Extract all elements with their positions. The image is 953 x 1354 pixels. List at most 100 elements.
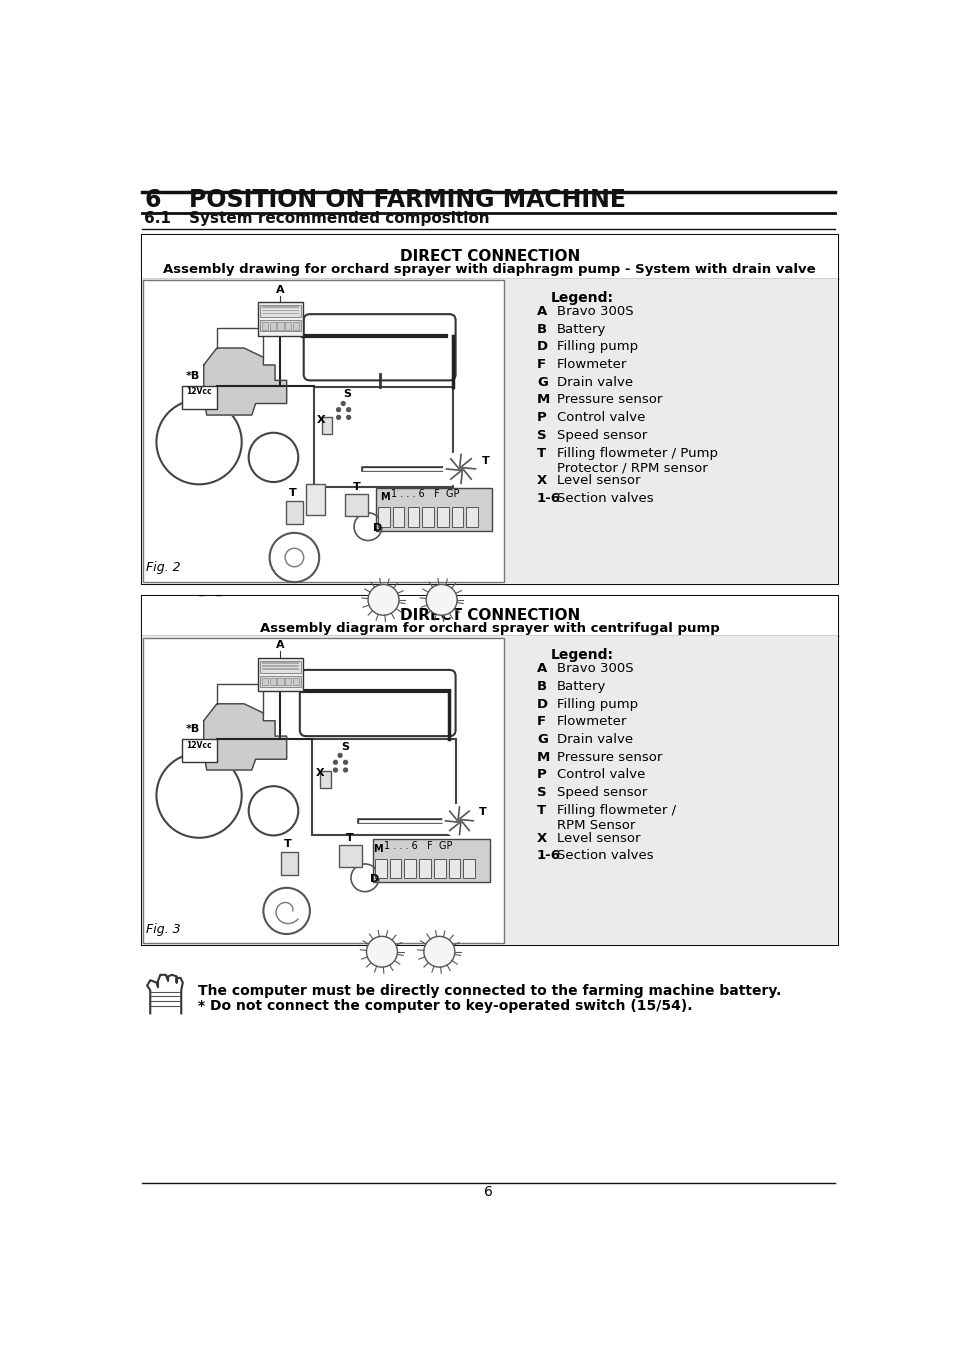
Text: Level sensor: Level sensor [557,474,640,487]
Polygon shape [204,348,286,416]
Text: F: F [537,357,545,371]
Bar [270,677,275,685]
Bar [277,677,283,685]
Text: A: A [275,284,284,295]
Text: DIRECT CONNECTION: DIRECT CONNECTION [399,608,579,623]
Circle shape [456,819,461,823]
FancyBboxPatch shape [299,670,456,737]
Text: Control valve: Control valve [557,412,645,424]
Text: A: A [275,640,284,650]
Text: T: T [481,455,489,466]
Bar [261,669,298,670]
Text: M: M [537,750,550,764]
Bar [306,485,325,515]
Bar [422,508,434,527]
Bar [452,508,463,527]
Text: Drain valve: Drain valve [557,733,633,746]
Text: Legend:: Legend: [550,291,613,305]
Bar [261,306,298,307]
Text: X: X [537,831,547,845]
Circle shape [346,408,350,412]
Bar [390,858,401,877]
Bar [338,845,361,867]
Bar [463,858,475,877]
Circle shape [337,753,342,757]
Text: Flowmeter: Flowmeter [557,357,627,371]
Text: X: X [315,768,324,779]
Bar [418,858,431,877]
Bar [373,839,490,881]
Bar [142,234,837,584]
Bar [377,508,390,527]
Bar [407,508,418,527]
Text: B: B [537,680,546,693]
Text: Filling flowmeter /
RPM Sensor: Filling flowmeter / RPM Sensor [557,804,676,831]
Circle shape [341,402,345,405]
Text: Battery: Battery [557,322,606,336]
Text: 6: 6 [484,1185,493,1198]
Circle shape [263,888,310,934]
Bar [285,322,291,329]
Circle shape [443,452,477,486]
Text: D: D [373,523,381,532]
Text: G: G [537,733,547,746]
Circle shape [270,533,319,582]
Bar [142,234,837,279]
Circle shape [423,937,455,967]
Text: T: T [284,839,292,849]
Bar [344,494,368,516]
Text: P: P [537,769,546,781]
Text: X: X [537,474,547,487]
Bar [260,321,300,332]
Polygon shape [147,975,183,1013]
Circle shape [334,768,337,772]
Circle shape [346,416,350,420]
Circle shape [334,761,337,764]
Text: 6.1: 6.1 [144,211,171,226]
Text: T: T [537,447,545,459]
Text: Bravo 300S: Bravo 300S [557,662,633,676]
Text: M: M [379,492,389,502]
Text: *B: *B [186,723,200,734]
Circle shape [443,804,476,837]
Text: X: X [316,414,325,425]
Bar [143,280,503,582]
Text: *B: *B [186,371,200,380]
Bar [312,739,456,835]
Bar [261,322,268,329]
Text: 1 . . . 6   F  GP: 1 . . . 6 F GP [391,489,459,500]
Bar [261,665,298,666]
Text: G: G [537,376,547,389]
Bar [261,313,298,314]
Text: Fig. 2: Fig. 2 [146,562,180,574]
Text: Section valves: Section valves [557,849,653,862]
Text: D: D [537,340,548,353]
Text: Control valve: Control valve [557,769,645,781]
Bar [281,852,298,875]
Bar [270,322,275,329]
Text: Pressure sensor: Pressure sensor [557,394,661,406]
Text: B: B [537,322,546,336]
Text: DIRECT CONNECTION: DIRECT CONNECTION [399,249,579,264]
Bar [529,638,835,944]
Circle shape [458,467,463,471]
Text: Legend:: Legend: [550,649,613,662]
Bar [375,489,492,531]
Bar [529,280,835,582]
Bar [257,302,303,336]
Circle shape [336,408,340,412]
Bar [434,858,445,877]
Text: T: T [346,833,354,842]
Text: 1-6: 1-6 [537,492,560,505]
Text: M: M [537,394,550,406]
Bar [261,677,268,685]
Text: P: P [537,412,546,424]
Text: Level sensor: Level sensor [557,831,640,845]
Text: Fig. 3: Fig. 3 [146,922,180,936]
Text: Bravo 300S: Bravo 300S [557,305,633,318]
Bar [286,501,303,524]
Bar [261,310,298,311]
Bar [142,279,837,584]
Text: M: M [373,844,382,853]
Text: 1 . . . 6   F  GP: 1 . . . 6 F GP [383,841,452,850]
